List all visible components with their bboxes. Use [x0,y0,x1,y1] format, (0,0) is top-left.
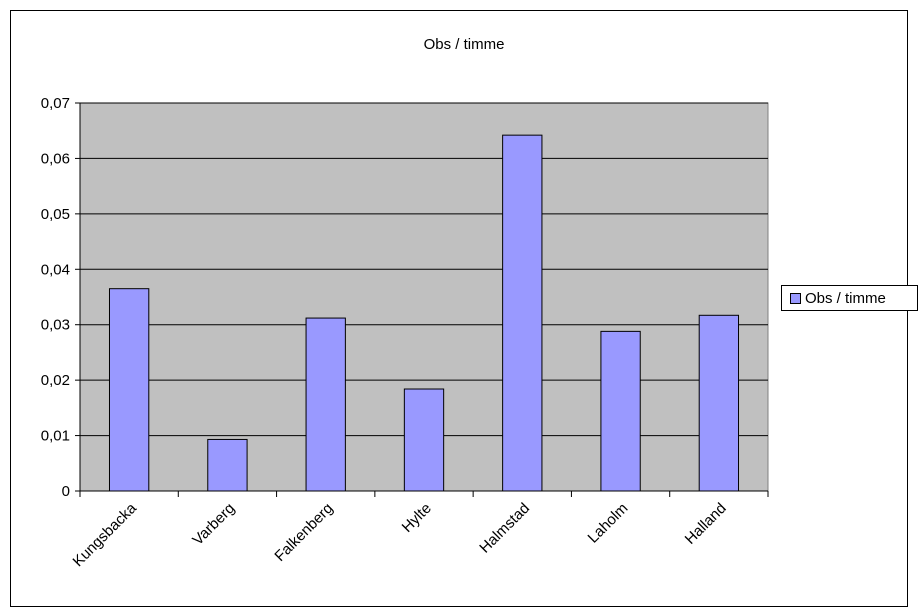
bar [600,330,641,492]
bar [108,288,150,492]
y-tick-label: 0 [62,483,70,500]
x-tick-label: Laholm [585,500,632,547]
x-tick-label: Halland [682,500,730,548]
bar [698,314,740,492]
x-tick-label: Halmstad [476,500,533,557]
y-tick-label: 0,04 [41,261,70,278]
y-tick-label: 0,07 [41,95,70,112]
x-tick-label: Hylte [399,500,435,536]
bar [207,438,248,492]
bar [403,388,445,492]
x-tick-label: Varberg [189,500,238,549]
y-tick-label: 0,01 [41,428,70,445]
bar [305,317,346,492]
bar [502,134,543,492]
legend-label: Obs / timme [805,289,886,307]
y-tick-label: 0,03 [41,317,70,334]
x-tick-label: Kungsbacka [70,499,141,570]
y-tick-label: 0,06 [41,150,70,167]
x-tick-label: Falkenberg [271,500,336,565]
chart-title: Obs / timme [424,36,505,53]
y-tick-label: 0,02 [41,372,70,389]
legend-swatch [790,292,801,304]
legend: Obs / timme [781,285,918,311]
y-tick-label: 0,05 [41,206,70,223]
